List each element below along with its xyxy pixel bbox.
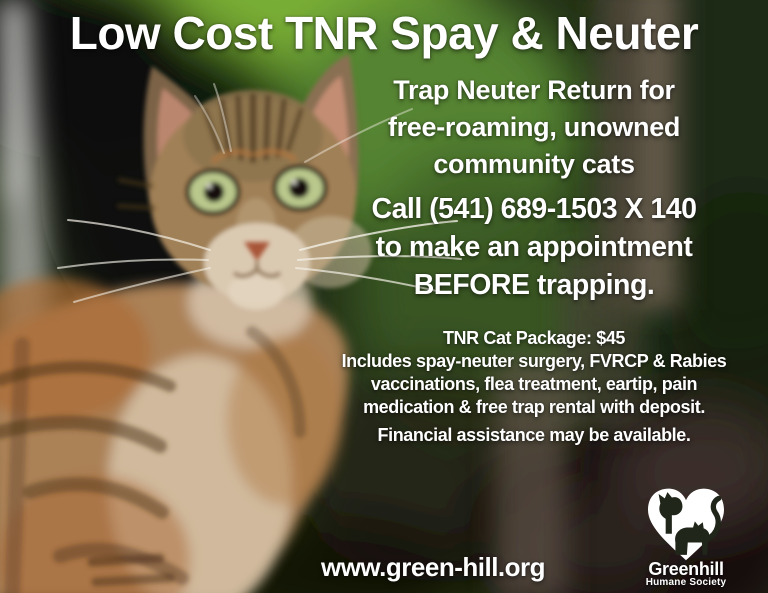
logo-org-tagline: Humane Society: [645, 577, 727, 588]
text-column: Trap Neuter Return for free-roaming, uno…: [306, 0, 762, 593]
subtitle: Trap Neuter Return for free-roaming, uno…: [306, 72, 762, 183]
call-to-action: Call (541) 689-1503 X 140 to make an app…: [306, 190, 762, 304]
subtitle-line: free-roaming, unowned: [387, 112, 681, 142]
package-line: vaccinations, flea treatment, eartip, pa…: [370, 374, 698, 394]
greenhill-logo: Greenhill Humane Society: [633, 486, 739, 588]
subtitle-line: community cats: [433, 149, 635, 179]
heart-dog-cat-icon: [648, 488, 724, 561]
call-line: BEFORE trapping.: [413, 269, 655, 301]
website-url: www.green-hill.org: [320, 552, 546, 582]
package-line: Includes spay-neuter surgery, FVRCP & Ra…: [341, 351, 727, 371]
call-line: to make an appointment: [375, 231, 693, 263]
package-price-line: TNR Cat Package: $45: [442, 328, 626, 348]
financial-note: Financial assistance may be available.: [377, 425, 691, 445]
logo-org-name: Greenhill: [648, 559, 724, 579]
phone-number-line: Call (541) 689-1503 X 140: [371, 193, 697, 225]
flyer-title: Low Cost TNR Spay & Neuter: [69, 7, 699, 59]
package-details: TNR Cat Package: $45 Includes spay-neute…: [306, 327, 762, 419]
package-line: medication & free trap rental with depos…: [363, 397, 705, 417]
subtitle-line: Trap Neuter Return for: [393, 75, 675, 105]
